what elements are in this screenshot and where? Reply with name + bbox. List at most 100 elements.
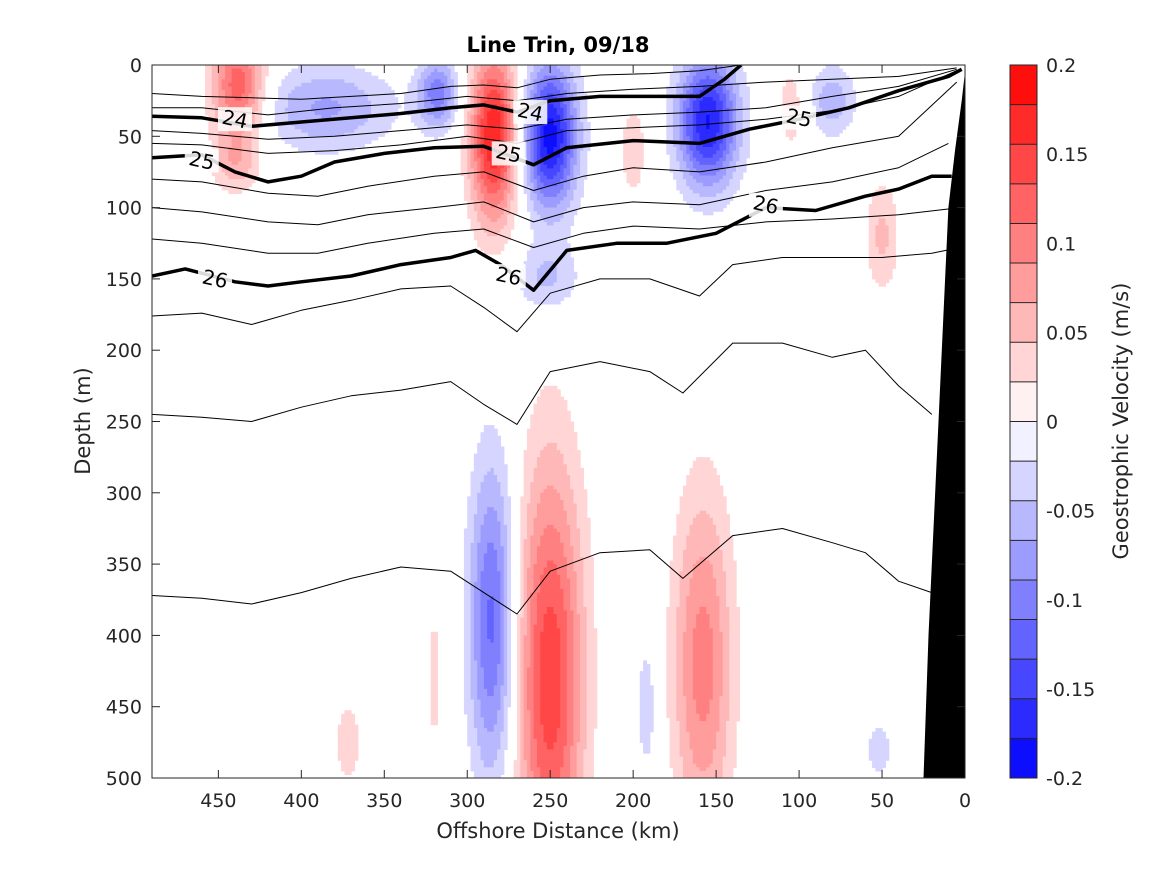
velocity-cell (503, 207, 508, 212)
velocity-cell (231, 143, 236, 148)
velocity-cell (503, 129, 508, 134)
velocity-cell (503, 706, 508, 711)
velocity-cell (483, 89, 488, 95)
velocity-cell (543, 125, 548, 130)
velocity-cell (467, 196, 472, 202)
velocity-cell (298, 68, 302, 73)
velocity-cell (520, 532, 525, 537)
velocity-cell (231, 154, 236, 159)
velocity-cell (453, 107, 458, 112)
velocity-cell (244, 89, 249, 95)
velocity-cell (473, 638, 478, 644)
velocity-cell (517, 738, 521, 743)
velocity-cell (444, 75, 448, 80)
velocity-cell (500, 104, 505, 109)
velocity-cell (480, 464, 485, 469)
velocity-cell (334, 104, 339, 109)
velocity-cell (463, 699, 468, 704)
velocity-cell (503, 232, 508, 237)
velocity-cell (221, 100, 226, 105)
velocity-cell (493, 489, 498, 494)
velocity-cell (470, 139, 475, 145)
velocity-cell (473, 703, 478, 708)
velocity-cell (444, 65, 448, 70)
velocity-cell (543, 753, 548, 758)
velocity-cell (513, 125, 518, 130)
velocity-cell (480, 571, 485, 576)
velocity-cell (331, 104, 336, 109)
velocity-cell (497, 129, 502, 134)
velocity-cell (463, 596, 468, 601)
velocity-cell (480, 503, 485, 508)
velocity-cell (497, 656, 502, 661)
velocity-cell (523, 286, 528, 291)
velocity-cell (500, 446, 505, 451)
velocity-cell (377, 118, 382, 123)
velocity-cell (517, 724, 521, 729)
velocity-cell (543, 243, 548, 248)
velocity-cell (420, 114, 425, 120)
velocity-cell (507, 660, 511, 665)
velocity-cell (470, 489, 475, 494)
velocity-cell (483, 649, 488, 654)
velocity-cell (510, 186, 515, 191)
velocity-cell (447, 89, 452, 95)
velocity-cell (324, 82, 329, 87)
velocity-cell (244, 182, 249, 187)
velocity-cell (490, 713, 495, 718)
velocity-cell (490, 692, 495, 697)
velocity-cell (523, 507, 528, 512)
velocity-cell (540, 467, 545, 472)
velocity-cell (215, 89, 219, 95)
velocity-cell (477, 549, 482, 554)
velocity-cell (503, 171, 508, 177)
velocity-cell (480, 646, 485, 651)
velocity-cell (517, 642, 521, 647)
velocity-cell (507, 82, 511, 87)
velocity-cell (540, 596, 545, 601)
velocity-cell (493, 136, 498, 141)
velocity-cell (410, 86, 415, 91)
velocity-cell (467, 713, 472, 718)
velocity-cell (208, 75, 213, 80)
velocity-cell (526, 774, 531, 778)
velocity-cell (487, 139, 492, 145)
velocity-cell (487, 239, 492, 244)
velocity-cell (493, 450, 498, 455)
velocity-cell (543, 628, 548, 633)
velocity-cell (228, 182, 233, 187)
velocity-cell (450, 93, 455, 98)
velocity-cell (294, 125, 299, 130)
velocity-cell (483, 589, 488, 594)
velocity-cell (536, 532, 541, 537)
velocity-cell (344, 143, 349, 148)
velocity-cell (437, 82, 442, 87)
velocity-cell (434, 656, 438, 661)
velocity-cell (347, 713, 352, 718)
velocity-cell (467, 692, 472, 697)
velocity-cell (526, 589, 531, 594)
velocity-cell (470, 492, 475, 497)
velocity-cell (536, 567, 541, 572)
velocity-cell (483, 496, 488, 501)
velocity-cell (536, 688, 541, 694)
velocity-cell (294, 89, 299, 95)
velocity-cell (490, 97, 495, 102)
velocity-cell (483, 243, 488, 248)
velocity-cell (523, 706, 528, 711)
velocity-cell (347, 720, 352, 726)
velocity-cell (417, 104, 422, 109)
velocity-cell (254, 171, 259, 177)
velocity-cell (530, 68, 535, 73)
velocity-cell (241, 68, 246, 73)
velocity-cell (341, 89, 346, 95)
velocity-cell (536, 132, 541, 137)
velocity-cell (493, 75, 498, 80)
velocity-cell (473, 89, 478, 95)
velocity-cell (493, 671, 498, 676)
velocity-cell (483, 635, 488, 640)
velocity-cell (304, 136, 309, 141)
velocity-cell (351, 129, 356, 134)
velocity-cell (354, 143, 359, 148)
velocity-cell (434, 710, 438, 715)
